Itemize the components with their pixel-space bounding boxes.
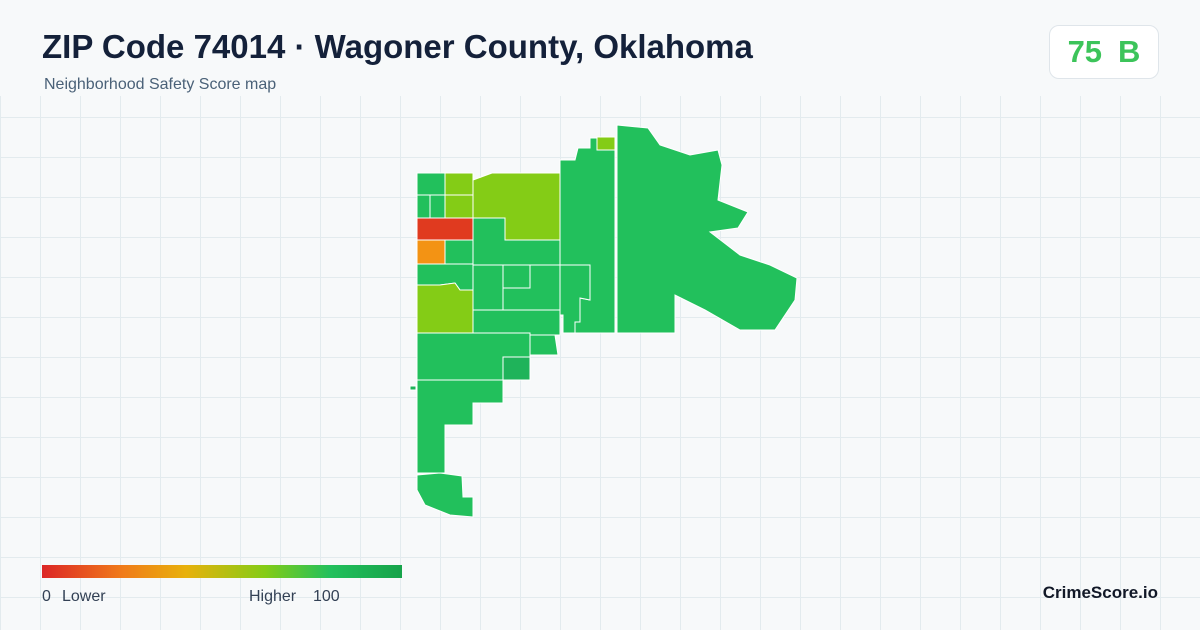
title: ZIP Code 74014 · Wagoner County, Oklahom… bbox=[42, 28, 753, 65]
subtitle: Neighborhood Safety Score map bbox=[44, 76, 277, 93]
grade: B bbox=[1118, 34, 1141, 69]
legend-max: 100 bbox=[313, 588, 340, 605]
legend-gradient bbox=[42, 565, 402, 578]
score: 75 bbox=[1067, 34, 1103, 69]
zip-areas bbox=[409, 124, 798, 518]
brand: CrimeScore.io bbox=[1042, 583, 1158, 602]
legend-min: 0 bbox=[42, 588, 51, 605]
score-badge: 75 B bbox=[1049, 25, 1159, 79]
header bbox=[0, 0, 1200, 96]
legend-low-label: Lower bbox=[62, 588, 106, 605]
legend-high-label: Higher bbox=[249, 588, 297, 605]
